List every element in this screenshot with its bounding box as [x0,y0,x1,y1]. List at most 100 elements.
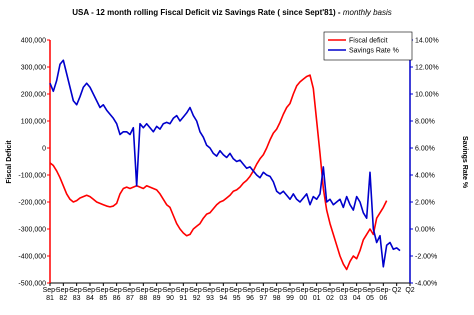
x-tick-label: Sep-04 [349,287,364,302]
legend-label: Fiscal deficit [349,38,388,45]
x-tick-label: Sep-99 [283,287,298,302]
x-tick-label-line: 05 [366,295,374,302]
x-tick-label-line: Sep- [109,287,124,294]
x-tick-label-line: 88 [139,295,147,302]
y-tick-label: -500,000 [18,281,46,288]
y-tick-label: -100,000 [18,173,46,180]
x-tick-label: Sep-94 [216,287,231,302]
x-tick-label-line: 98 [273,295,281,302]
x-tick-label-line: 95 [233,295,241,302]
y-tick-label: 100,000 [21,119,46,126]
x-tick-label-line: Q2 [405,287,414,294]
x-tick-label-line: Sep- [323,287,338,294]
x-tick-label-line: Sep- [123,287,138,294]
x-tick-label-line: 85 [99,295,107,302]
x-tick-label-line: Sep- [243,287,258,294]
y2-tick-label: 4.00% [415,173,435,180]
x-tick-label-line: 06 [379,295,387,302]
x-tick-label: Sep-01 [309,287,324,302]
x-tick-label-line: Sep- [203,287,218,294]
x-tick-label: Sep-82 [56,287,71,302]
x-tick-label-line: Sep- [136,287,151,294]
y2-tick-label: 10.00% [415,92,439,99]
x-tick-label-line: Q2 [392,287,401,294]
y2-tick-label: -4.00% [415,281,437,288]
x-tick-label-line: 82 [59,295,67,302]
x-tick-label-line: Sep- [69,287,84,294]
y2-tick-label: 2.00% [415,200,435,207]
x-tick-label-line: 81 [46,295,54,302]
series-line [49,74,388,271]
x-tick-label: Sep-93 [203,287,218,302]
x-tick-label-line: Sep- [283,287,298,294]
x-tick-label-line: 99 [286,295,294,302]
x-tick-label: Sep-05 [363,287,378,302]
x-tick-label-line: Sep- [363,287,378,294]
y-axis-title: Fiscal Deficit [6,140,13,184]
legend-box [323,31,413,61]
x-tick-label-line: Sep- [216,287,231,294]
x-tick-label-line: 93 [206,295,214,302]
x-tick-label-line: 01 [313,295,321,302]
x-tick-label: Sep-06 [376,287,391,302]
x-tick-label-line: 89 [153,295,161,302]
x-tick-label: Sep-88 [136,287,151,302]
x-tick-label: Q2 [405,287,414,294]
x-tick-label-line: 86 [113,295,121,302]
x-tick-label-line: Sep- [309,287,324,294]
x-tick-label-line: Sep- [269,287,284,294]
series-line [49,59,401,268]
x-tick-label: Sep-86 [109,287,124,302]
x-tick-label-line: 00 [299,295,307,302]
x-tick-label-line: Sep- [96,287,111,294]
x-tick-label: Sep-95 [229,287,244,302]
y2-axis-title: Savings Rate % [461,136,468,189]
x-tick-label: Sep-85 [96,287,111,302]
y2-tick-label: 14.00% [415,38,439,45]
x-tick-label: Sep-98 [269,287,284,302]
x-tick-label-line: Sep- [349,287,364,294]
x-tick-label-line: 83 [73,295,81,302]
y-tick-label: -400,000 [18,254,46,261]
x-tick-label: Sep-81 [43,287,58,302]
x-tick-label: Sep-87 [123,287,138,302]
y2-tick-label: 6.00% [415,146,435,153]
x-tick-label: Sep-96 [243,287,258,302]
x-tick-label-line: 84 [86,295,94,302]
x-tick-label-line: Sep- [229,287,244,294]
x-tick-label-line: Sep- [256,287,271,294]
x-tick-label-line: Sep- [189,287,204,294]
y-tick-label: 300,000 [21,65,46,72]
x-tick-label-line: 91 [179,295,187,302]
x-tick-label-line: 04 [353,295,361,302]
x-tick-label-line: 97 [259,295,267,302]
x-tick-label-line: Sep- [163,287,178,294]
title-text: USA - 12 month rolling Fiscal Deficit vi… [72,8,341,17]
x-tick-label-line: 94 [219,295,227,302]
y2-tick-label: 8.00% [415,119,435,126]
x-tick-label-line: 02 [326,295,334,302]
x-tick-label-line: 03 [339,295,347,302]
x-tick-label-line: Sep- [336,287,351,294]
y-tick-label: -300,000 [18,227,46,234]
x-tick-label: Sep-00 [296,287,311,302]
y2-tick-label: 12.00% [415,65,439,72]
x-tick-label-line: Sep- [83,287,98,294]
x-tick-label-line: 90 [166,295,174,302]
subtitle-text: monthly basis [343,8,392,17]
x-tick-label: Sep-90 [163,287,178,302]
x-tick-label-line: Sep- [176,287,191,294]
y-tick-label: 0 [42,146,46,153]
legend-label: Savings Rate % [349,48,399,55]
x-tick-label-line: Sep- [296,287,311,294]
y2-tick-label: -2.00% [415,254,437,261]
x-tick-label-line: Sep- [56,287,71,294]
x-tick-label-line: Sep- [43,287,58,294]
chart-title: USA - 12 month rolling Fiscal Deficit vi… [72,8,392,17]
x-tick-label: Sep-97 [256,287,271,302]
x-tick-label-line: 96 [246,295,254,302]
x-tick-label: Sep-02 [323,287,338,302]
x-tick-label: Sep-92 [189,287,204,302]
x-tick-label: Q2 [392,287,401,294]
